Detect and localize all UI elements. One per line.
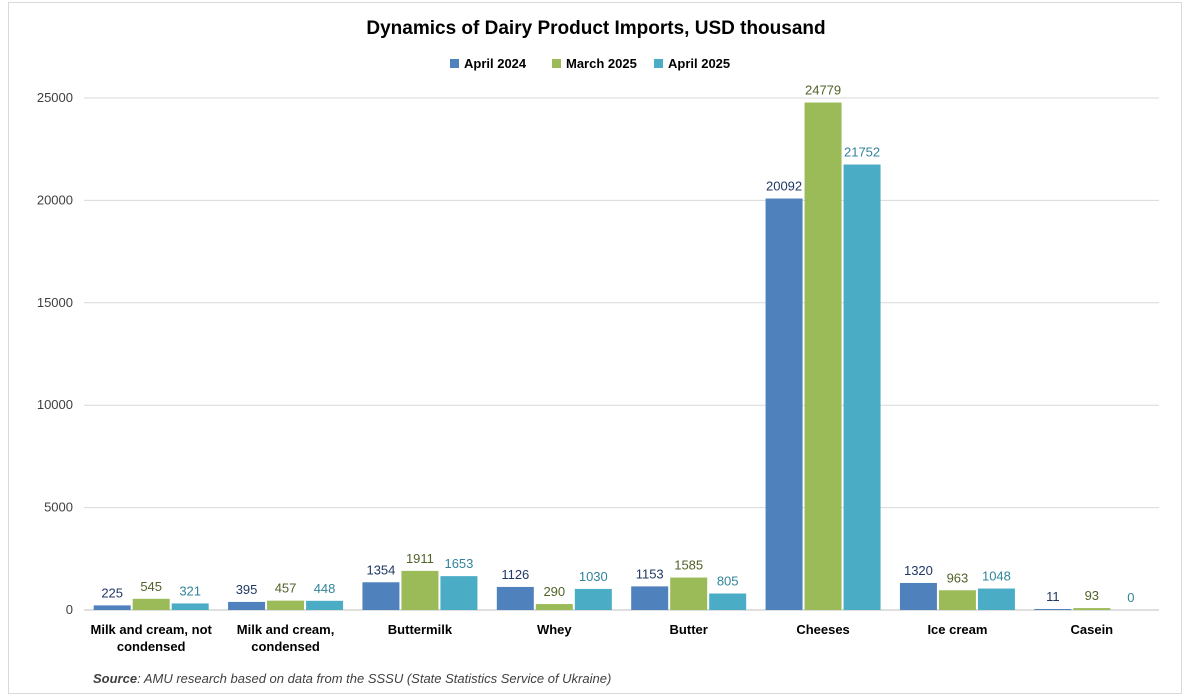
bar [535, 604, 573, 610]
bar [93, 605, 131, 610]
y-tick-label: 25000 [37, 90, 73, 105]
bar [1073, 608, 1111, 610]
bar [1034, 609, 1072, 610]
y-tick-label: 15000 [37, 295, 73, 310]
data-label: 1911 [406, 551, 434, 566]
bar [306, 600, 344, 610]
data-label: 1153 [636, 566, 664, 581]
chart-canvas: Dynamics of Dairy Product Imports, USD t… [37, 18, 1159, 654]
data-label: 1585 [674, 558, 703, 573]
category-label: Ice cream [927, 622, 987, 637]
category-label: Cheeses [796, 622, 849, 637]
data-label: 290 [543, 584, 565, 599]
bar [132, 598, 170, 610]
bar [228, 601, 266, 610]
category-label: Milk and cream, not condensed [91, 622, 213, 654]
legend-swatch [654, 59, 663, 68]
bar [440, 576, 478, 610]
category-label: Milk and cream, condensed [237, 622, 335, 654]
bar [267, 600, 305, 610]
data-label: 457 [275, 581, 297, 596]
data-label: 1653 [444, 556, 473, 571]
data-labels: 225 395 1354 1126 1153 20092 1320 11 545 457 1911 2… [101, 83, 1134, 605]
data-label: 321 [179, 583, 201, 598]
data-label: 1354 [366, 562, 395, 577]
data-label: 0 [1127, 590, 1134, 605]
bar [843, 164, 881, 610]
bar [631, 586, 669, 610]
data-label: 395 [236, 582, 258, 597]
bar [496, 586, 534, 610]
data-label: 1126 [501, 567, 529, 582]
x-axis: Milk and cream, not condensed Milk and cre… [91, 622, 1114, 654]
data-label: 225 [101, 585, 123, 600]
category-label: Casein [1070, 622, 1113, 637]
bar [765, 198, 803, 610]
data-label: 1048 [982, 569, 1011, 584]
bar [899, 582, 937, 610]
data-label: 24779 [805, 83, 841, 98]
source-note: Source: AMU research based on data from … [93, 671, 611, 686]
bar [362, 582, 400, 610]
legend-label: March 2025 [566, 56, 637, 71]
bar [938, 590, 976, 610]
category-label: Whey [537, 622, 572, 637]
bar [401, 570, 439, 610]
chart-frame: Dynamics of Dairy Product Imports, USD t… [8, 2, 1182, 694]
bar [574, 588, 612, 610]
data-label: 1030 [579, 569, 608, 584]
y-tick-label: 10000 [37, 397, 73, 412]
data-label: 963 [947, 570, 969, 585]
legend-swatch [450, 59, 459, 68]
legend: April 2024 March 2025 April 2025 [450, 56, 730, 71]
gridlines [84, 97, 1159, 611]
bars [93, 102, 1111, 611]
data-label: 93 [1085, 588, 1099, 603]
bar [709, 593, 747, 610]
chart-title: Dynamics of Dairy Product Imports, USD t… [366, 18, 825, 39]
y-axis: 0 5000 10000 15000 20000 25000 [37, 90, 73, 617]
category-label: Butter [670, 622, 708, 637]
y-tick-label: 20000 [37, 192, 73, 207]
data-label: 11 [1046, 589, 1060, 604]
data-label: 805 [717, 574, 739, 589]
data-label: 1320 [904, 563, 933, 578]
bar [977, 588, 1015, 610]
data-label: 20092 [766, 179, 802, 194]
bar [670, 577, 708, 610]
data-label: 448 [314, 581, 336, 596]
bar [804, 102, 842, 611]
category-label: Buttermilk [388, 622, 453, 637]
data-label: 545 [140, 579, 162, 594]
data-label: 21752 [844, 145, 880, 160]
legend-label: April 2024 [464, 56, 527, 71]
legend-label: April 2025 [668, 56, 730, 71]
legend-swatch [552, 59, 561, 68]
bar [171, 603, 209, 610]
source-label: Source [93, 671, 138, 686]
source-text: : AMU research based on data from the SS… [137, 671, 612, 686]
y-tick-label: 5000 [44, 500, 73, 515]
y-tick-label: 0 [66, 602, 73, 617]
